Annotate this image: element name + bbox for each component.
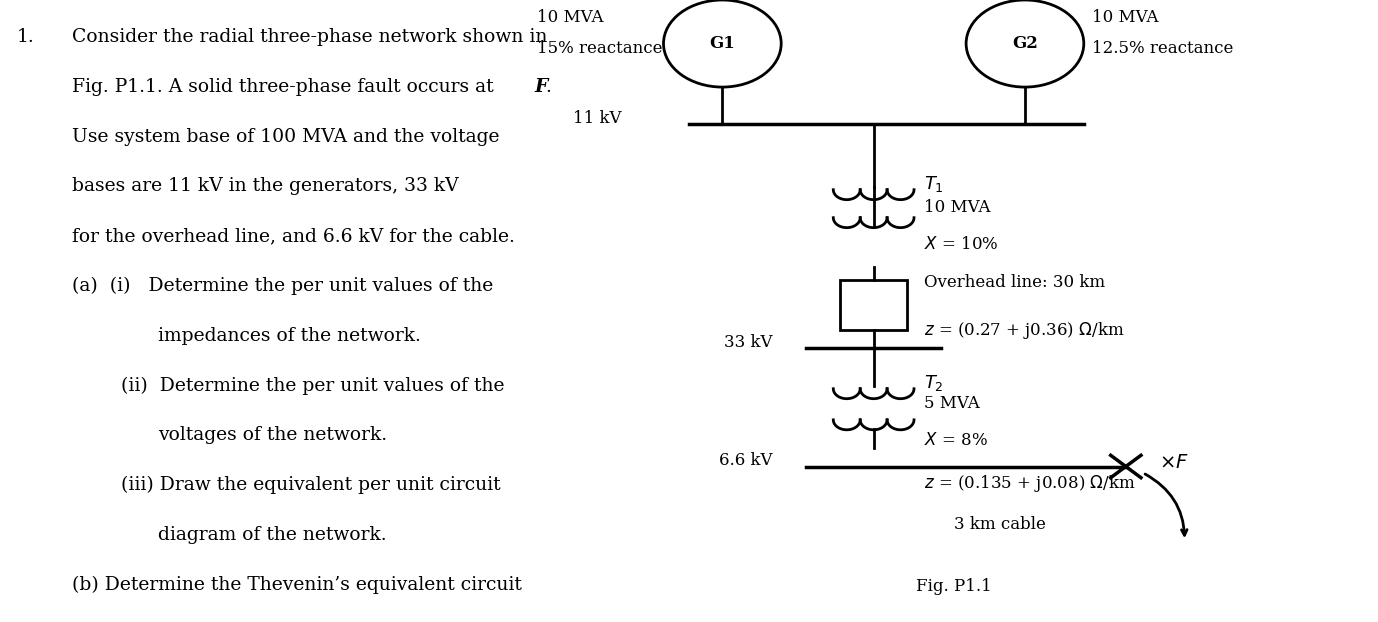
- Text: 12.5% reactance: 12.5% reactance: [1093, 40, 1233, 57]
- Text: $z$ = (0.27 + j0.36) $\Omega$/km: $z$ = (0.27 + j0.36) $\Omega$/km: [925, 320, 1124, 341]
- Text: G2: G2: [1011, 35, 1038, 52]
- Text: $T_2$: $T_2$: [925, 373, 944, 393]
- Text: (b) Determine the Thevenin’s equivalent circuit: (b) Determine the Thevenin’s equivalent …: [72, 575, 521, 593]
- Text: 6.6 kV: 6.6 kV: [719, 452, 773, 469]
- Text: $z$ = (0.135 + j0.08) $\Omega$/km: $z$ = (0.135 + j0.08) $\Omega$/km: [925, 473, 1135, 494]
- Text: 10 MVA: 10 MVA: [537, 9, 604, 26]
- Text: bases are 11 kV in the generators, 33 kV: bases are 11 kV in the generators, 33 kV: [72, 177, 459, 195]
- Text: F: F: [535, 78, 548, 96]
- Text: $X$ = 8%: $X$ = 8%: [925, 432, 988, 449]
- Text: 10 MVA: 10 MVA: [925, 199, 991, 216]
- Text: diagram of the network.: diagram of the network.: [158, 526, 387, 544]
- Text: Overhead line: 30 km: Overhead line: 30 km: [925, 274, 1105, 290]
- Text: .: .: [546, 78, 551, 96]
- Text: (ii)  Determine the per unit values of the: (ii) Determine the per unit values of th…: [121, 376, 504, 394]
- Text: Use system base of 100 MVA and the voltage: Use system base of 100 MVA and the volta…: [72, 128, 499, 146]
- Text: G1: G1: [710, 35, 736, 52]
- Text: for the overhead line, and 6.6 kV for the cable.: for the overhead line, and 6.6 kV for th…: [72, 227, 514, 245]
- Text: impedances of the network.: impedances of the network.: [158, 327, 422, 345]
- Text: 3 km cable: 3 km cable: [954, 516, 1046, 533]
- Text: $\times F$: $\times F$: [1159, 455, 1189, 472]
- Text: Fig. P1.1. A solid three-phase fault occurs at: Fig. P1.1. A solid three-phase fault occ…: [72, 78, 499, 96]
- Text: voltages of the network.: voltages of the network.: [158, 426, 387, 444]
- Text: 1.: 1.: [17, 28, 34, 46]
- Text: 10 MVA: 10 MVA: [1093, 9, 1159, 26]
- Text: Fig. P1.1: Fig. P1.1: [915, 578, 991, 595]
- Text: $T_1$: $T_1$: [925, 174, 944, 194]
- Text: (a)  (i)   Determine the per unit values of the: (a) (i) Determine the per unit values of…: [72, 277, 493, 295]
- Text: 15% reactance: 15% reactance: [537, 40, 663, 57]
- Text: 11 kV: 11 kV: [573, 109, 621, 127]
- Text: 5 MVA: 5 MVA: [925, 395, 980, 412]
- Text: $X$ = 10%: $X$ = 10%: [925, 236, 999, 253]
- Text: 33 kV: 33 kV: [725, 333, 773, 351]
- Text: (iii) Draw the equivalent per unit circuit: (iii) Draw the equivalent per unit circu…: [121, 476, 500, 494]
- Text: Consider the radial three-phase network shown in: Consider the radial three-phase network …: [72, 28, 547, 46]
- Bar: [841, 280, 907, 330]
